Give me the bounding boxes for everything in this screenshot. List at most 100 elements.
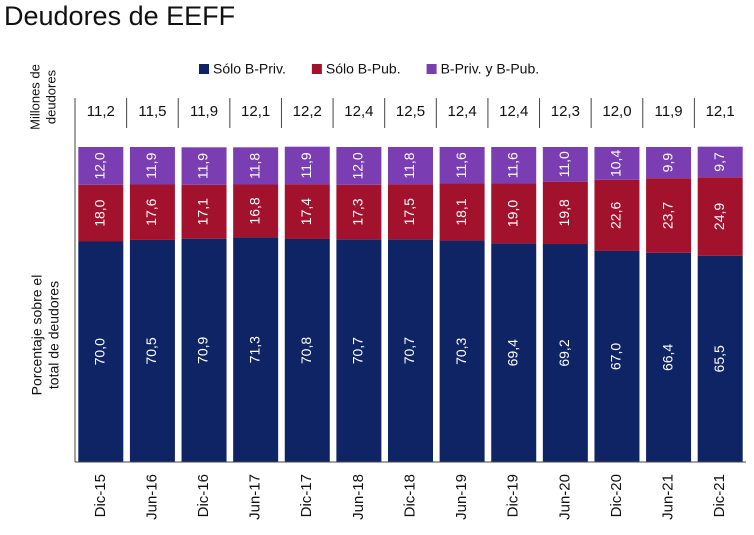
bar-segment [284, 238, 330, 462]
bar-segment [594, 179, 640, 251]
data-label: 69,4 [504, 339, 520, 366]
bar-segment [491, 147, 537, 184]
data-label: 17,4 [298, 198, 314, 225]
bar-segment [646, 252, 692, 462]
x-tick-label: Jun-20 [556, 474, 573, 520]
x-tick-label: Jun-16 [143, 474, 160, 520]
data-label: 11,9 [298, 152, 314, 178]
legend-swatch [311, 64, 322, 74]
data-label: 23,7 [659, 202, 675, 229]
x-tick-label: Dic-16 [195, 474, 212, 517]
data-label: 11,6 [504, 152, 520, 178]
bar-segment [697, 146, 743, 178]
data-label: 17,3 [350, 198, 366, 225]
data-label: 16,8 [246, 197, 262, 224]
bar-segment [336, 184, 382, 240]
data-label: 24,9 [711, 203, 727, 230]
total-label: 12,4 [448, 103, 477, 120]
bar-segment [129, 184, 175, 240]
total-label: 12,3 [551, 103, 580, 120]
data-label: 70,0 [92, 338, 108, 365]
total-label: 11,9 [655, 103, 683, 120]
x-tick-label: Dic-21 [711, 474, 728, 517]
bar-segment [233, 237, 279, 462]
totals-label: Millones de [27, 64, 42, 130]
data-label: 71,3 [246, 336, 262, 363]
bar-segment [284, 146, 330, 185]
bar-segment [78, 241, 124, 462]
bar-segment [336, 239, 382, 462]
bar-segment [594, 250, 640, 462]
data-label: 18,0 [92, 199, 108, 226]
bar-segment [233, 147, 279, 185]
total-label: 12,2 [293, 103, 322, 120]
x-tick-label: Jun-19 [453, 474, 470, 520]
data-label: 9,9 [659, 153, 675, 173]
total-label: 12,1 [706, 103, 735, 120]
total-label: 11,9 [190, 103, 218, 120]
total-label: 12,4 [344, 103, 373, 120]
total-label: 12,0 [602, 103, 631, 120]
bar-segment [646, 178, 692, 253]
data-label: 70,3 [453, 337, 469, 364]
bar-segment [439, 240, 485, 462]
x-tick-label: Dic-15 [92, 474, 109, 517]
bar-segment [78, 184, 124, 242]
legend-label: Sólo B-Pub. [326, 61, 401, 77]
x-tick-label: Dic-19 [505, 474, 522, 517]
x-tick-label: Dic-18 [401, 474, 418, 517]
bar-segment [129, 147, 175, 185]
data-label: 17,6 [143, 198, 159, 225]
legend-label: Sólo B-Priv. [213, 61, 286, 77]
total-label: 11,2 [87, 103, 115, 120]
x-tick-label: Dic-20 [608, 474, 625, 517]
data-label: 10,4 [608, 150, 624, 177]
x-tick-label: Dic-17 [298, 474, 315, 517]
data-label: 11,6 [453, 152, 469, 178]
data-label: 18,1 [453, 198, 469, 225]
bar-segment [439, 183, 485, 241]
bar-segment [542, 147, 588, 182]
data-label: 66,4 [659, 344, 675, 371]
data-label: 9,7 [711, 152, 727, 172]
bar-segment [284, 184, 330, 239]
bar-segment [439, 147, 485, 184]
bar-segment [491, 243, 537, 462]
x-tick-label: Jun-21 [660, 474, 677, 520]
data-label: 19,0 [504, 200, 520, 227]
data-label: 12,0 [92, 152, 108, 179]
bar-segment [594, 147, 640, 180]
data-label: 11,9 [195, 153, 211, 179]
totals-label: deudores [43, 69, 58, 124]
bar-segment [542, 244, 588, 462]
total-label: 12,4 [499, 103, 528, 120]
data-label: 17,1 [195, 198, 211, 225]
data-label: 11,9 [143, 152, 159, 178]
bar-segment [697, 177, 743, 256]
y-axis-label: Porcentaje sobre el [29, 275, 45, 396]
data-label: 70,8 [298, 337, 314, 364]
data-label: 70,7 [350, 337, 366, 364]
data-label: 70,5 [143, 337, 159, 364]
legend-swatch [426, 64, 437, 74]
bar-segment [388, 147, 433, 185]
x-tick-label: Jun-18 [350, 474, 367, 520]
bar-segment [646, 147, 692, 179]
data-label: 17,5 [401, 198, 417, 225]
data-label: 12,0 [350, 152, 366, 179]
x-tick-label: Jun-17 [247, 474, 264, 520]
data-label: 70,7 [401, 337, 417, 364]
data-label: 70,9 [195, 336, 211, 363]
total-label: 12,5 [396, 103, 425, 120]
bar-segment [78, 147, 124, 185]
data-label: 11,0 [556, 151, 572, 177]
bar-segment [697, 255, 743, 462]
data-label: 11,8 [401, 152, 417, 178]
total-label: 11,5 [138, 103, 166, 120]
bar-segment [181, 147, 227, 185]
chart-title: Deudores de EEFF [4, 1, 235, 31]
bar-segment [336, 147, 382, 185]
data-label: 11,8 [246, 153, 262, 179]
y-axis-label: total de deudores [46, 281, 62, 389]
